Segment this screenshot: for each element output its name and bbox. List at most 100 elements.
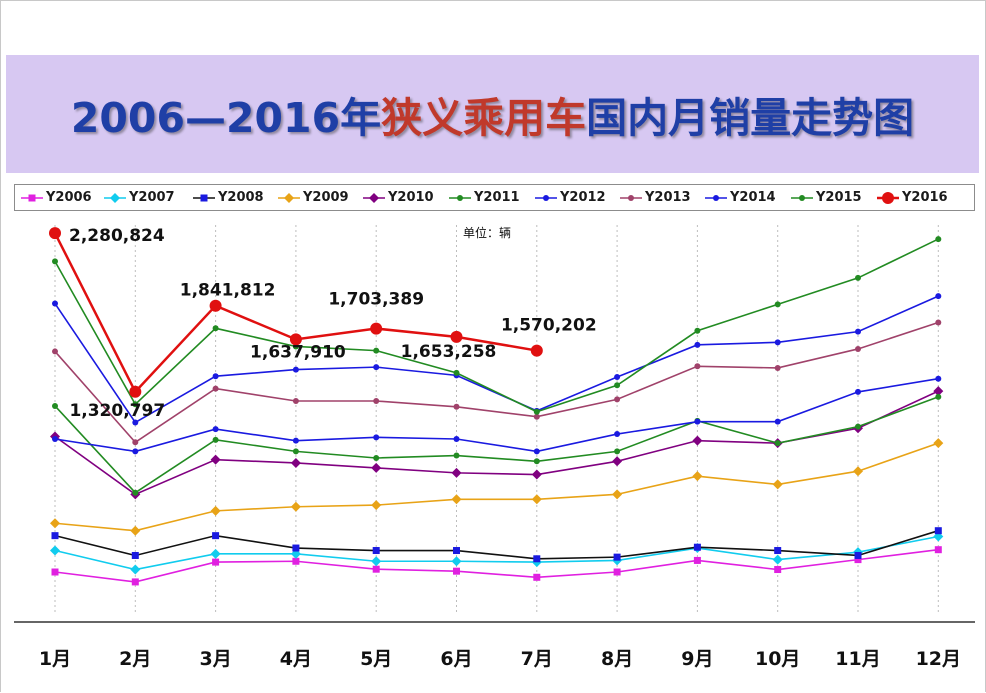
- x-tick-label: 7月: [521, 648, 553, 670]
- series-y2014: [52, 293, 942, 426]
- data-point: [371, 556, 382, 567]
- data-point: [292, 366, 299, 373]
- legend-label: Y2014: [730, 190, 776, 205]
- data-point: [713, 194, 719, 201]
- data-point: [614, 396, 621, 403]
- data-point: [290, 501, 301, 512]
- data-point: [533, 413, 540, 420]
- data-label: 1,637,910: [250, 342, 346, 362]
- series-line: [54, 321, 939, 444]
- data-point: [52, 348, 58, 355]
- data-point: [212, 385, 219, 392]
- data-point: [774, 301, 781, 308]
- data-point: [212, 426, 219, 433]
- data-point: [453, 403, 460, 410]
- data-point: [51, 568, 59, 576]
- series-y2009: [50, 438, 944, 536]
- data-point: [371, 500, 382, 511]
- data-point: [52, 258, 58, 265]
- x-tick-label: 4月: [280, 648, 312, 670]
- x-tick-label: 5月: [360, 648, 392, 670]
- data-point: [110, 192, 120, 203]
- data-point: [292, 398, 299, 404]
- x-tick-label: 8月: [601, 648, 633, 670]
- legend-label: Y2016: [902, 190, 948, 205]
- data-point: [373, 347, 380, 354]
- data-point: [209, 299, 222, 312]
- series-line: [54, 295, 939, 424]
- legend-swatch: [363, 192, 385, 203]
- data-point: [284, 192, 294, 203]
- data-point: [614, 431, 621, 438]
- data-point: [457, 194, 463, 201]
- legend-swatch: [278, 192, 300, 203]
- data-point: [799, 194, 805, 201]
- data-point: [132, 401, 139, 408]
- data-point: [694, 341, 701, 348]
- legend-label: Y2015: [816, 190, 862, 205]
- legend-swatch: [449, 194, 471, 201]
- data-point: [934, 546, 942, 554]
- data-point: [132, 439, 139, 446]
- data-point: [200, 194, 208, 201]
- data-point: [935, 375, 942, 382]
- legend-item-y2013: Y2013: [620, 185, 691, 210]
- series-line: [54, 535, 939, 571]
- data-point: [212, 532, 220, 540]
- data-point: [292, 437, 299, 444]
- legend-label: Y2009: [303, 190, 349, 205]
- series-y2016: [49, 227, 543, 398]
- data-point: [130, 564, 141, 575]
- data-point: [530, 344, 543, 357]
- data-point: [292, 557, 300, 565]
- legend-label: Y2006: [46, 190, 92, 205]
- data-point: [854, 556, 862, 564]
- data-point: [774, 547, 782, 555]
- data-point: [373, 364, 380, 371]
- data-point: [451, 467, 462, 478]
- data-point: [855, 345, 861, 352]
- data-point: [614, 374, 621, 381]
- legend-item-y2015: Y2015: [791, 185, 862, 210]
- data-point: [292, 448, 299, 455]
- x-tick-label: 2月: [119, 648, 151, 670]
- data-point: [935, 393, 942, 400]
- legend-swatch: [535, 194, 557, 201]
- data-point: [453, 452, 460, 459]
- data-point: [131, 578, 139, 586]
- data-point: [52, 436, 58, 442]
- data-point: [694, 327, 701, 334]
- data-point: [373, 398, 380, 404]
- title-part-category: 狭义乘用车: [381, 94, 587, 142]
- data-point: [453, 436, 460, 442]
- legend-swatch: [877, 191, 899, 204]
- legend-item-y2014: Y2014: [705, 185, 776, 210]
- series-line: [54, 548, 939, 583]
- data-point: [774, 566, 782, 574]
- data-point: [774, 418, 781, 425]
- legend-item-y2009: Y2009: [278, 185, 349, 210]
- x-tick-label: 11月: [835, 648, 880, 670]
- data-label: 1,841,812: [180, 281, 276, 301]
- data-point: [854, 551, 862, 559]
- data-point: [614, 448, 621, 455]
- data-point: [692, 471, 703, 482]
- legend-label: Y2007: [129, 190, 175, 205]
- chart-legend: Y2006 Y2007 Y2008 Y2009 Y2010 Y2011 Y2012 Y2013…: [14, 184, 975, 211]
- series-line: [54, 238, 939, 413]
- data-point: [132, 489, 139, 496]
- data-point: [533, 573, 541, 581]
- data-point: [451, 556, 462, 567]
- legend-label: Y2010: [388, 190, 434, 205]
- series-y2015: [52, 236, 942, 415]
- x-tick-label: 1月: [39, 648, 71, 670]
- legend-swatch: [620, 194, 642, 201]
- chart-title: 2006—2016年 狭义乘用车 国内月销量走势图: [6, 55, 979, 173]
- data-point: [450, 330, 463, 343]
- title-part-years: 2006—2016年: [70, 94, 382, 142]
- legend-label: Y2011: [474, 190, 520, 205]
- data-point: [694, 363, 701, 370]
- data-point: [533, 408, 540, 415]
- data-point: [774, 440, 781, 447]
- legend-swatch: [104, 192, 126, 203]
